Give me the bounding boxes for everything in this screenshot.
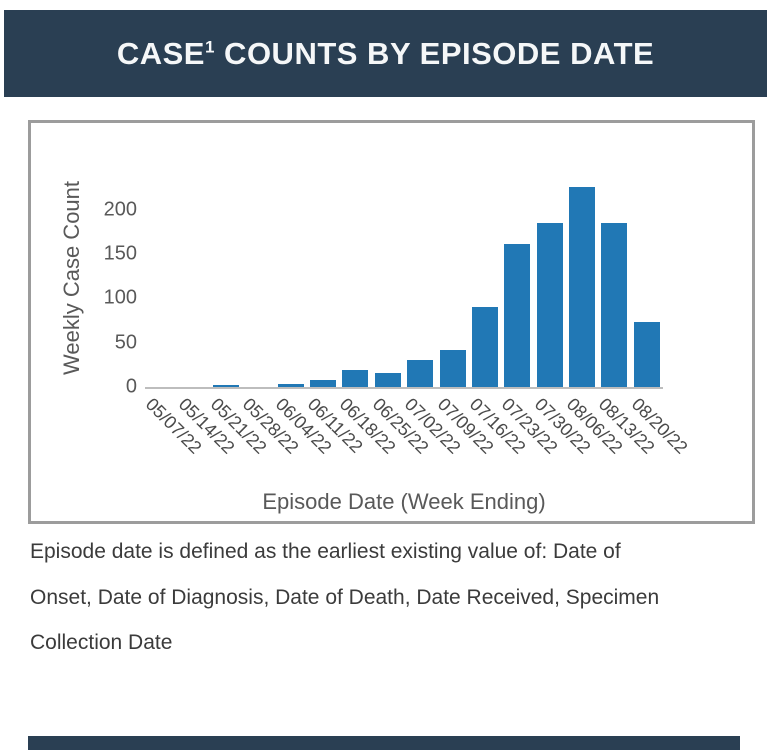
bar-05/21/22 — [212, 385, 239, 387]
y-tick-label: 100 — [103, 286, 137, 309]
bar-chart: Weekly Case Count Episode Date (Week End… — [31, 123, 752, 521]
chart-panel: Weekly Case Count Episode Date (Week End… — [28, 120, 755, 524]
page-title-rest: COUNTS BY EPISODE DATE — [214, 35, 655, 71]
footnote-text: Episode date is defined as the earliest … — [30, 529, 755, 666]
y-tick-label: 150 — [103, 242, 137, 265]
bar-07/23/22 — [504, 244, 531, 387]
x-axis-title: Episode Date (Week Ending) — [262, 489, 546, 514]
title-banner: CASE1 COUNTS BY EPISODE DATE — [4, 10, 767, 97]
footnote-line-3: Collection Date — [30, 631, 173, 654]
bar-06/18/22 — [342, 370, 369, 387]
bar-06/25/22 — [374, 373, 401, 387]
bar-07/02/22 — [407, 360, 434, 387]
y-tick-label: 50 — [114, 331, 137, 354]
y-tick-label: 0 — [125, 375, 137, 398]
y-tick-label: 200 — [103, 198, 137, 221]
bottom-accent-bar — [28, 736, 740, 750]
x-axis-line — [145, 387, 663, 389]
bar-07/30/22 — [536, 223, 563, 387]
bar-08/13/22 — [601, 223, 628, 387]
bar-06/11/22 — [310, 380, 337, 387]
bar-07/16/22 — [471, 307, 498, 387]
footnote-line-2: Onset, Date of Diagnosis, Date of Death,… — [30, 585, 660, 609]
page-title-superscript: 1 — [204, 37, 215, 57]
bar-06/04/22 — [277, 384, 304, 387]
footnote-line-1: Episode date is defined as the earliest … — [30, 540, 621, 563]
bar-07/09/22 — [439, 350, 466, 387]
page-title-main: CASE — [116, 35, 205, 71]
bar-08/20/22 — [633, 322, 660, 387]
page-title: CASE1 COUNTS BY EPISODE DATE — [117, 36, 654, 72]
bar-08/06/22 — [569, 187, 596, 387]
